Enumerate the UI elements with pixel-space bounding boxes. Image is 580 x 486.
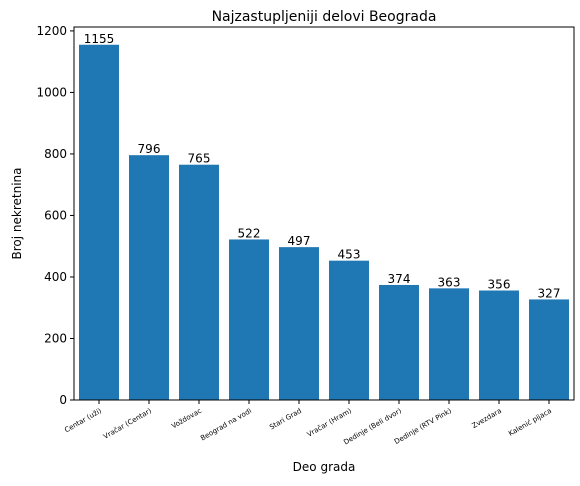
data-label-9: 327 [538,286,561,300]
x-axis-label: Deo grada [293,460,356,474]
x-tick-label-1: Vračar (Centar) [102,407,153,441]
y-tick-label-2: 400 [44,270,67,284]
y-axis-label: Broj nekretnina [10,168,24,260]
bar-0 [79,44,119,400]
bar-8 [479,290,519,400]
chart-title: Najzastupljeniji delovi Beograda [212,9,437,25]
data-label-8: 356 [488,278,511,292]
y-tick-label-0: 0 [59,393,67,407]
bar-1 [129,155,169,400]
bar-5 [329,260,369,400]
data-label-2: 765 [188,152,211,166]
x-tick-label-5: Vračar (Hram) [306,407,353,439]
bar-6 [379,284,419,400]
bars-group [79,44,569,400]
bar-2 [179,164,219,400]
x-axis: Centar (uži) Vračar (Centar) VoždovacBeogr… [63,400,553,446]
bar-7 [429,288,469,400]
x-tick-label-0: Centar (uži) [63,407,103,435]
data-label-4: 497 [288,234,311,248]
x-tick-label-2: Voždovac [170,407,203,431]
bar-9 [529,299,569,400]
bar-3 [229,239,269,400]
y-tick-label-5: 1000 [36,85,67,99]
x-tick-label-3: Beograd na vodi [199,407,253,443]
y-tick-label-6: 1200 [36,24,67,38]
data-label-3: 522 [238,226,261,240]
x-tick-label-8: Zvezdara [471,407,503,430]
y-axis: 0 200 400 600 800 1000 1200 [36,24,74,407]
data-label-0: 1155 [84,32,115,46]
x-tick-label-9: Kalenić pijaca [507,407,553,438]
y-tick-label-1: 200 [44,331,67,345]
data-label-5: 453 [338,248,361,262]
data-labels-group: 1155 796 765 522 497 453 374 363 356 327 [84,32,561,301]
data-label-7: 363 [438,275,461,289]
bar-4 [279,247,319,400]
y-tick-label-4: 800 [44,147,67,161]
y-tick-label-3: 600 [44,208,67,222]
x-tick-label-4: Stari Grad [268,407,303,432]
data-label-6: 374 [388,272,411,286]
plot-frame [73,26,575,401]
data-label-1: 796 [138,142,161,156]
